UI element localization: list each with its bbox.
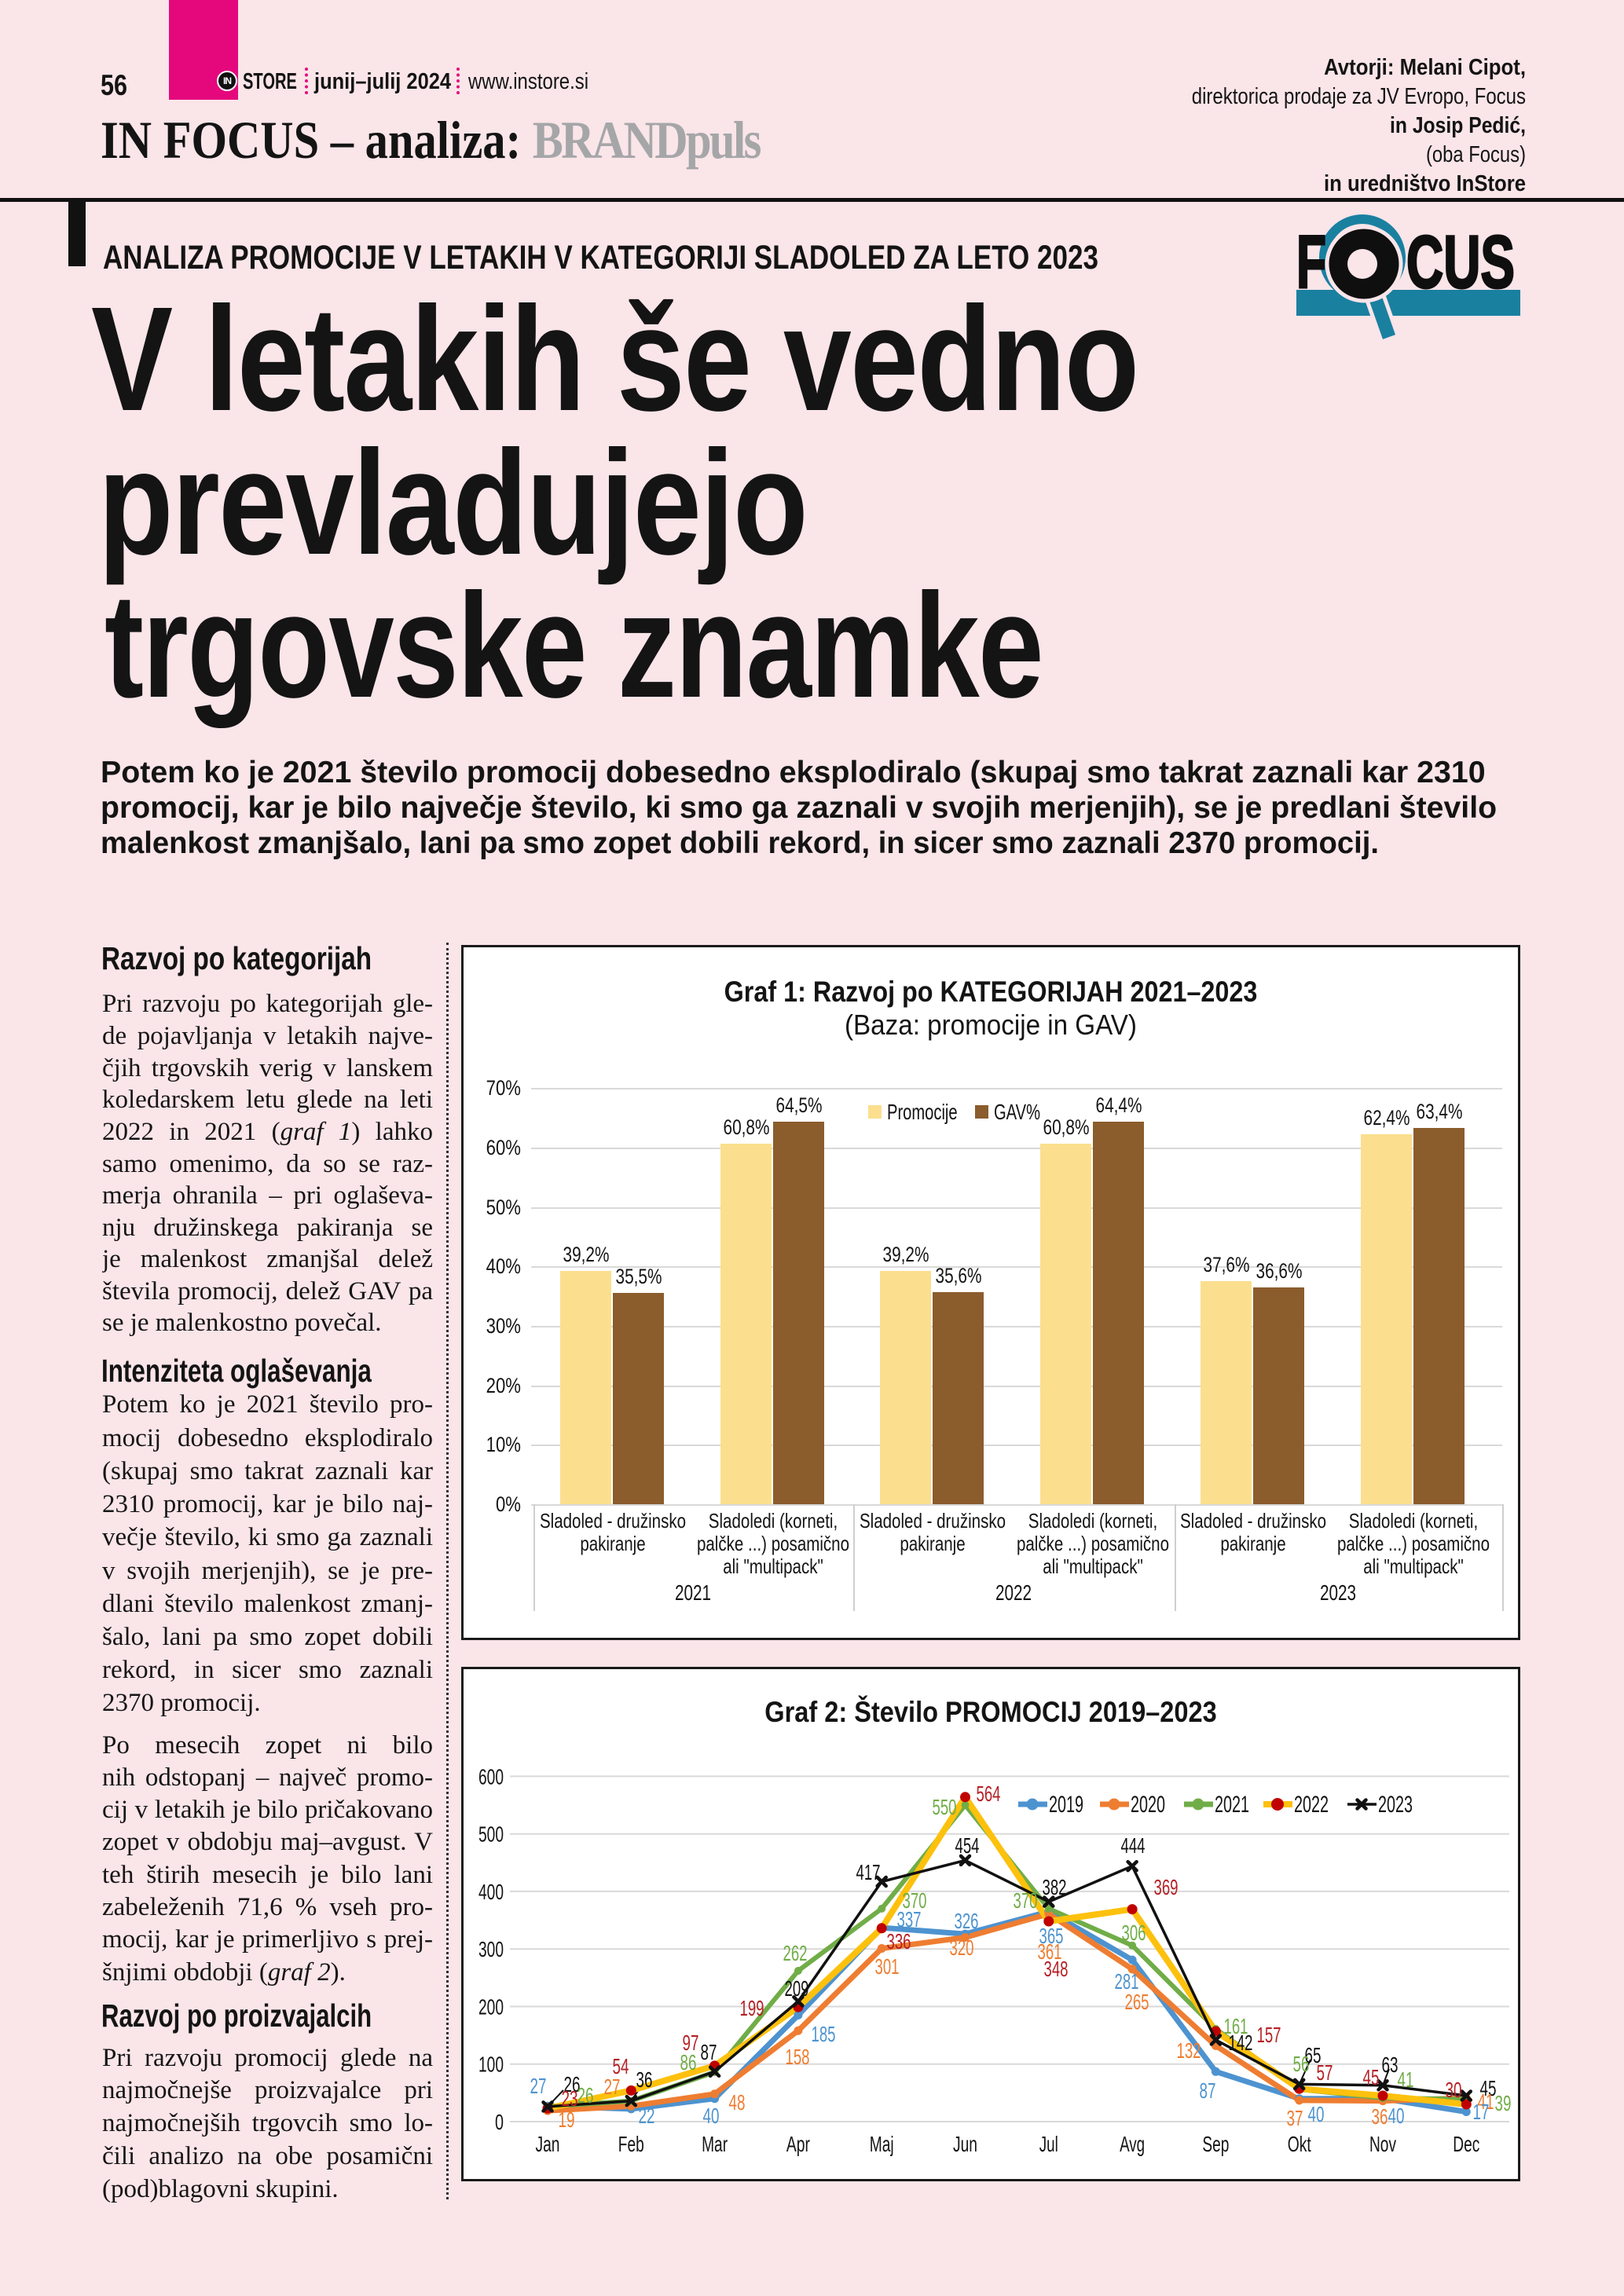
svg-text:39: 39: [1495, 2091, 1512, 2115]
svg-text:40: 40: [1308, 2102, 1325, 2126]
svg-text:158: 158: [786, 2045, 810, 2069]
svg-text:Jul: Jul: [1039, 2132, 1058, 2156]
svg-text:369: 369: [1154, 1875, 1179, 1899]
svg-text:326: 326: [955, 1909, 979, 1933]
svg-text:200: 200: [478, 1995, 504, 2020]
svg-text:27: 27: [604, 2074, 621, 2099]
svg-text:86: 86: [680, 2050, 697, 2074]
svg-text:30: 30: [1446, 2078, 1462, 2102]
svg-text:262: 262: [783, 1941, 808, 1965]
svg-text:300: 300: [478, 1937, 504, 1961]
svg-text:40: 40: [1388, 2104, 1405, 2128]
svg-text:337: 337: [897, 1907, 922, 1932]
svg-text:320: 320: [950, 1935, 974, 1960]
svg-text:336: 336: [887, 1929, 911, 1954]
svg-text:F: F: [1296, 221, 1326, 304]
svg-text:57: 57: [1317, 2060, 1333, 2085]
svg-text:45: 45: [1363, 2065, 1380, 2089]
svg-text:365: 365: [1039, 1924, 1064, 1948]
svg-text:370: 370: [903, 1888, 927, 1913]
svg-text:306: 306: [1122, 1921, 1146, 1945]
svg-text:2019: 2019: [1049, 1792, 1083, 1818]
svg-text:37: 37: [1287, 2106, 1303, 2130]
svg-text:209: 209: [785, 1976, 809, 2001]
svg-text:Nov: Nov: [1369, 2132, 1396, 2156]
svg-text:Okt: Okt: [1288, 2132, 1311, 2156]
svg-text:63: 63: [1382, 2052, 1399, 2077]
svg-text:550: 550: [933, 1795, 957, 1819]
svg-text:17: 17: [1473, 2100, 1490, 2124]
svg-text:2021: 2021: [1215, 1792, 1249, 1818]
svg-text:41: 41: [1478, 2089, 1494, 2114]
svg-text:Sep: Sep: [1202, 2132, 1229, 2156]
svg-text:Jun: Jun: [953, 2132, 977, 2156]
svg-text:23: 23: [562, 2086, 578, 2111]
svg-text:564: 564: [977, 1782, 1001, 1806]
svg-text:56: 56: [1293, 2052, 1310, 2076]
svg-text:54: 54: [613, 2054, 629, 2078]
svg-text:417: 417: [856, 1860, 881, 1884]
svg-text:36: 36: [1372, 2104, 1388, 2129]
svg-text:400: 400: [478, 1880, 504, 1904]
svg-text:40: 40: [703, 2104, 720, 2128]
svg-text:CUS: CUS: [1406, 221, 1515, 304]
svg-text:41: 41: [1398, 2067, 1414, 2092]
svg-text:26: 26: [577, 2083, 594, 2107]
svg-text:2022: 2022: [1294, 1792, 1329, 1818]
svg-text:132: 132: [1177, 2038, 1201, 2063]
svg-text:26: 26: [564, 2072, 581, 2096]
svg-text:600: 600: [478, 1764, 504, 1789]
svg-text:Avg: Avg: [1120, 2132, 1145, 2156]
svg-text:100: 100: [478, 2052, 504, 2077]
svg-text:Apr: Apr: [786, 2132, 810, 2156]
svg-text:Dec: Dec: [1453, 2132, 1479, 2156]
svg-text:301: 301: [875, 1954, 900, 1979]
svg-text:157: 157: [1257, 2023, 1281, 2047]
svg-text:2023: 2023: [1378, 1792, 1413, 1818]
svg-text:382: 382: [1043, 1875, 1067, 1899]
svg-text:281: 281: [1115, 1969, 1139, 1994]
svg-text:Maj: Maj: [870, 2132, 894, 2156]
svg-text:2020: 2020: [1131, 1792, 1165, 1818]
svg-text:444: 444: [1121, 1833, 1146, 1858]
svg-text:87: 87: [1200, 2078, 1216, 2103]
svg-text:361: 361: [1038, 1939, 1062, 1964]
svg-text:161: 161: [1224, 2014, 1248, 2038]
svg-text:0: 0: [495, 2110, 504, 2134]
svg-text:185: 185: [812, 2022, 836, 2046]
svg-text:265: 265: [1125, 1990, 1149, 2014]
svg-text:Jan: Jan: [536, 2132, 560, 2156]
svg-text:199: 199: [740, 1996, 764, 2020]
svg-text:45: 45: [1480, 2076, 1497, 2100]
svg-text:500: 500: [478, 1822, 504, 1847]
svg-text:348: 348: [1044, 1957, 1069, 1981]
svg-text:19: 19: [559, 2107, 575, 2132]
svg-text:36: 36: [636, 2067, 653, 2092]
svg-text:27: 27: [530, 2074, 547, 2098]
svg-text:97: 97: [683, 2031, 699, 2055]
svg-text:370: 370: [1014, 1888, 1038, 1913]
svg-text:Feb: Feb: [618, 2132, 644, 2156]
svg-text:65: 65: [1305, 2043, 1322, 2067]
svg-text:22: 22: [639, 2104, 655, 2128]
svg-text:48: 48: [729, 2090, 746, 2115]
svg-text:87: 87: [701, 2040, 717, 2064]
svg-text:454: 454: [955, 1833, 980, 1858]
svg-text:142: 142: [1229, 2031, 1253, 2055]
svg-text:Mar: Mar: [702, 2132, 728, 2156]
